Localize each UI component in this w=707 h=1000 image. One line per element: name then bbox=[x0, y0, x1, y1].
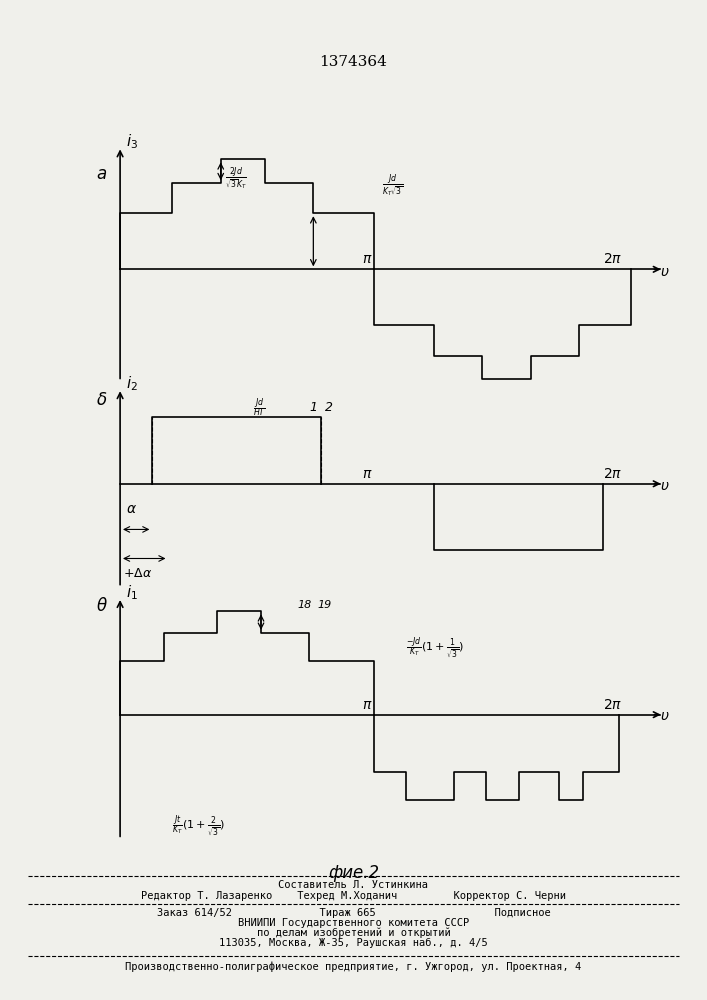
Text: $\upsilon$: $\upsilon$ bbox=[660, 709, 669, 723]
Text: $\upsilon$: $\upsilon$ bbox=[660, 479, 669, 493]
Text: $a$: $a$ bbox=[96, 165, 107, 183]
Text: 2: 2 bbox=[325, 401, 334, 414]
Text: Производственно-полиграфическое предприятие, г. Ужгород, ул. Проектная, 4: Производственно-полиграфическое предприя… bbox=[125, 961, 582, 972]
Text: $2\pi$: $2\pi$ bbox=[603, 252, 623, 266]
Text: $\pi$: $\pi$ bbox=[362, 467, 372, 481]
Text: $+\Delta\alpha$: $+\Delta\alpha$ bbox=[122, 567, 151, 580]
Text: $2\pi$: $2\pi$ bbox=[603, 698, 623, 712]
Text: ВНИИПИ Государственного комитета СССР: ВНИИПИ Государственного комитета СССР bbox=[238, 918, 469, 928]
Text: $\upsilon$: $\upsilon$ bbox=[660, 265, 669, 279]
Text: $2\pi$: $2\pi$ bbox=[603, 467, 623, 481]
Text: $i_2$: $i_2$ bbox=[126, 374, 138, 393]
Text: по делам изобретений и открытий: по делам изобретений и открытий bbox=[257, 928, 450, 938]
Text: $\pi$: $\pi$ bbox=[362, 252, 372, 266]
Text: 113035, Москва, Ж-35, Раушская наб., д. 4/5: 113035, Москва, Ж-35, Раушская наб., д. … bbox=[219, 938, 488, 948]
Text: $\frac{-Jd}{K_T}(1+\frac{1}{\sqrt{3}})$: $\frac{-Jd}{K_T}(1+\frac{1}{\sqrt{3}})$ bbox=[406, 635, 464, 662]
Text: 19: 19 bbox=[317, 600, 332, 610]
Text: $\delta$: $\delta$ bbox=[96, 391, 107, 409]
Text: $\frac{Jd}{K_T\sqrt{3}}$: $\frac{Jd}{K_T\sqrt{3}}$ bbox=[382, 172, 404, 200]
Text: $\pi$: $\pi$ bbox=[362, 698, 372, 712]
Text: $i_1$: $i_1$ bbox=[126, 583, 138, 602]
Text: Редактор Т. Лазаренко    Техред М.Ходанич         Корректор С. Черни: Редактор Т. Лазаренко Техред М.Ходанич К… bbox=[141, 891, 566, 901]
Text: фие.2: фие.2 bbox=[328, 864, 379, 882]
Text: $\frac{Jd}{HT}$: $\frac{Jd}{HT}$ bbox=[253, 396, 266, 419]
Text: $\frac{2Jd}{\sqrt{3}K_T}$: $\frac{2Jd}{\sqrt{3}K_T}$ bbox=[225, 166, 247, 193]
Text: 18: 18 bbox=[297, 600, 312, 610]
Text: 1374364: 1374364 bbox=[320, 55, 387, 69]
Text: 1: 1 bbox=[310, 401, 317, 414]
Text: $\alpha$: $\alpha$ bbox=[126, 502, 136, 516]
Text: $\frac{Jt}{K_T}(1+\frac{2}{\sqrt{3}})$: $\frac{Jt}{K_T}(1+\frac{2}{\sqrt{3}})$ bbox=[173, 813, 226, 840]
Text: Заказ 614/52              Тираж 665                   Подписное: Заказ 614/52 Тираж 665 Подписное bbox=[157, 908, 550, 918]
Text: $i_3$: $i_3$ bbox=[126, 132, 138, 151]
Text: Составитель Л. Устинкина: Составитель Л. Устинкина bbox=[279, 880, 428, 890]
Text: $\theta$: $\theta$ bbox=[96, 597, 107, 615]
